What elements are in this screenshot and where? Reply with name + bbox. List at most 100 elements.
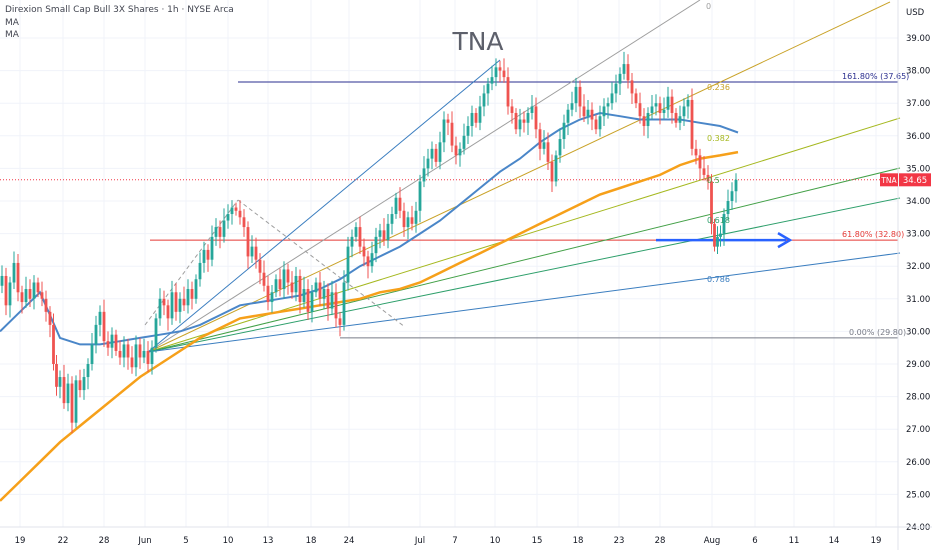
candle-body [462, 135, 466, 149]
candle-body [126, 344, 130, 358]
x-tick-label: 10 [490, 536, 501, 546]
candle-body [418, 181, 422, 211]
candle-body [250, 246, 254, 257]
x-tick-label: 7 [452, 536, 457, 546]
y-tick-label: 33.00 [906, 230, 930, 240]
candle-body [174, 292, 178, 312]
candle-body [78, 380, 82, 391]
candle-body [62, 377, 66, 404]
candle-body [634, 93, 638, 104]
x-tick-label: 10 [223, 536, 234, 546]
indicator-ma-2[interactable]: MA [5, 30, 19, 40]
candle-body [350, 236, 354, 247]
candle-body [586, 109, 590, 117]
x-tick-label: 15 [532, 536, 543, 546]
y-tick-label: 29.00 [906, 360, 930, 370]
candle-body [498, 67, 502, 71]
candle-body [622, 64, 626, 74]
y-tick-label: 28.00 [906, 393, 930, 403]
candle-body [610, 93, 614, 104]
candle-body [678, 116, 682, 123]
candle-body [294, 275, 298, 293]
candle-body [262, 272, 266, 286]
candle-body [326, 289, 330, 309]
candle-body [282, 269, 286, 290]
candle-body [390, 214, 394, 224]
candle-body [366, 256, 370, 267]
candle-body [58, 377, 62, 387]
candle-body [154, 318, 158, 348]
candle-body [566, 109, 570, 123]
x-tick-label: 22 [58, 536, 69, 546]
candle-body [238, 210, 242, 218]
candle-body [0, 275, 4, 286]
fib-level-label: 0.00% (29.80) [849, 328, 906, 337]
candle-body [266, 285, 270, 303]
candle-body [298, 275, 302, 303]
y-tick-label: 34.00 [906, 197, 930, 207]
candle-body [694, 148, 698, 156]
y-tick-label: 35.00 [906, 164, 930, 174]
candle-body [662, 109, 666, 113]
candle-body [242, 217, 246, 228]
candle-body [246, 227, 250, 257]
indicator-ma-1[interactable]: MA [5, 17, 19, 28]
candle-body [719, 233, 722, 237]
candle-body [394, 197, 398, 215]
symbol-tag-bg [880, 173, 898, 187]
last-price-tag-bg [899, 173, 931, 187]
candle-body [378, 230, 382, 237]
candle-body [130, 357, 134, 368]
candle-body [186, 289, 190, 306]
x-tick-label: 18 [573, 536, 584, 546]
chart-title: Direxion Small Cap Bull 3X Shares · 1h ·… [5, 5, 234, 15]
candle-body [70, 383, 74, 423]
candle-body [474, 112, 478, 123]
candle-body [254, 246, 258, 260]
candle-body [74, 380, 78, 423]
candle-body [402, 210, 406, 228]
candle-body [514, 112, 518, 130]
x-tick-label: Aug [704, 536, 721, 546]
candle-body [194, 279, 198, 299]
fan-line [147, 252, 901, 353]
fan-line [147, 197, 901, 353]
candle-body [522, 119, 526, 123]
x-tick-label: 13 [263, 536, 274, 546]
candle-body [122, 344, 126, 358]
candle-body [290, 282, 294, 293]
candle-body [342, 282, 346, 325]
candle-body [382, 230, 386, 241]
candle-body [450, 122, 454, 146]
candle-body [12, 262, 16, 283]
candle-body [434, 148, 438, 162]
candle-body [118, 350, 122, 358]
trend-line [147, 59, 501, 353]
candle-body [142, 350, 146, 358]
candle-body [178, 298, 182, 312]
candle-body [138, 344, 142, 358]
candle-body [614, 83, 618, 94]
candle-body [626, 64, 630, 81]
candle-body [590, 109, 594, 120]
fan-level-label: 0.382 [707, 134, 730, 143]
candle-body [8, 282, 12, 306]
candle-body [510, 106, 514, 113]
candle-body [538, 129, 542, 149]
y-tick-label: 36.00 [906, 132, 930, 142]
candle-body [230, 207, 234, 215]
candle-body [414, 210, 418, 224]
x-tick-label: 18 [306, 536, 317, 546]
y-tick-label: 32.00 [906, 262, 930, 272]
x-tick-label: 24 [344, 536, 355, 546]
candle-body [646, 112, 650, 127]
candle-body [182, 298, 186, 306]
candle-body [698, 155, 702, 169]
candle-body [578, 86, 582, 107]
candle-body [358, 227, 362, 247]
currency-label: USD [906, 8, 925, 18]
x-tick-label: 11 [789, 536, 800, 546]
y-tick-label: 39.00 [906, 34, 930, 44]
